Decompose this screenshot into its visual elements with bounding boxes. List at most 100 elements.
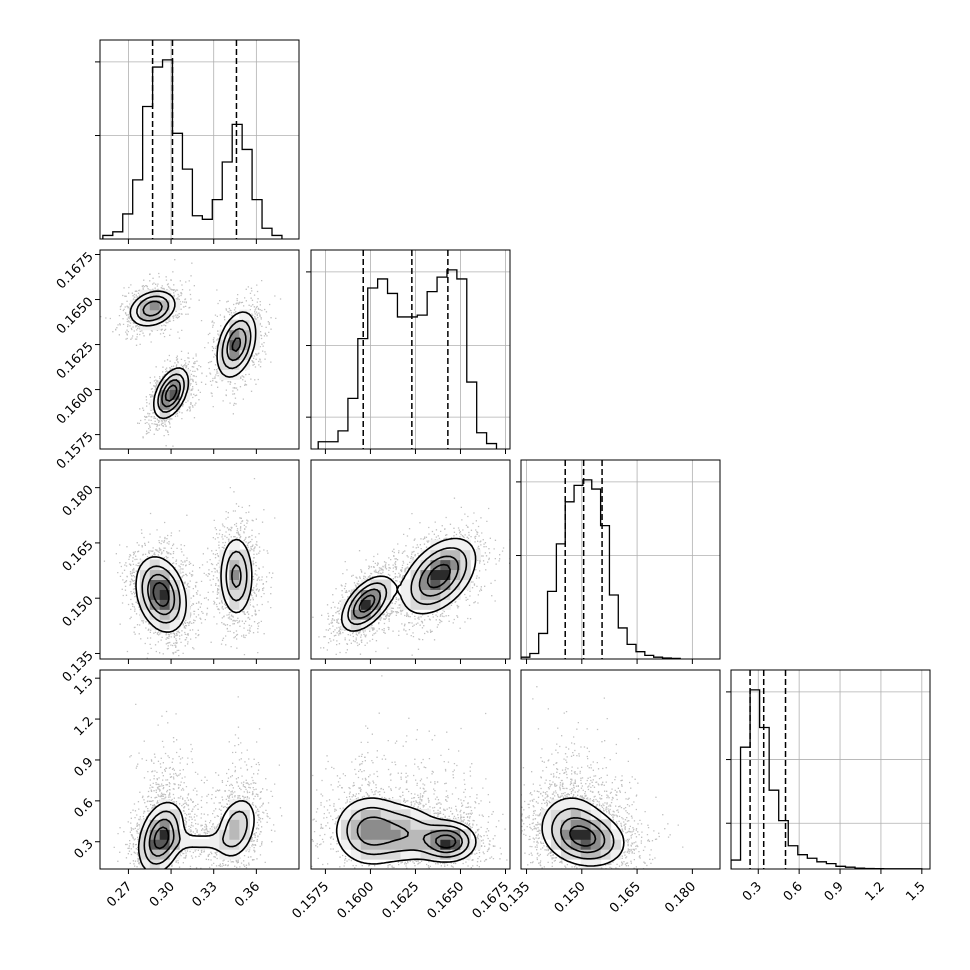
- density-cell: [460, 849, 471, 860]
- density-cell: [570, 839, 582, 850]
- density-cell: [229, 569, 240, 580]
- contour-line: [347, 547, 468, 626]
- density-cell: [370, 589, 382, 600]
- density-cell: [219, 579, 230, 590]
- density-cell: [139, 579, 151, 590]
- density-cell: [139, 859, 151, 869]
- density-cell: [360, 589, 372, 600]
- density-cell: [239, 799, 250, 810]
- density-cell: [340, 609, 352, 620]
- density-cell: [420, 849, 431, 860]
- scatter-points: [113, 696, 283, 869]
- density-cell: [580, 839, 592, 850]
- density-cell: [149, 619, 161, 630]
- density-cell: [229, 549, 240, 561]
- density-cell: [580, 829, 592, 840]
- contour-panel-1-3: [310, 669, 511, 870]
- density-cell: [430, 599, 441, 610]
- density-cell: [450, 589, 461, 600]
- density-cell: [460, 579, 471, 590]
- density-cell: [590, 809, 602, 820]
- density-cell: [450, 569, 461, 580]
- panel-content: [103, 477, 276, 659]
- contour-line: [136, 295, 252, 413]
- x-tick-label: 0.1575: [289, 879, 332, 922]
- density-cell: [580, 849, 592, 860]
- density-cell: [410, 829, 422, 840]
- density-cell: [169, 379, 181, 390]
- density-cell: [440, 819, 451, 830]
- y-tick-label: 0.3: [71, 837, 96, 862]
- density-cell: [380, 849, 392, 860]
- density-cell: [159, 389, 171, 400]
- panel-frame: [520, 669, 721, 870]
- contour-line: [569, 825, 597, 847]
- density-cell: [450, 549, 461, 561]
- density-cell: [159, 599, 171, 610]
- density-cell: [360, 839, 372, 850]
- contour-line: [152, 581, 170, 608]
- density-cell: [590, 859, 602, 869]
- density-cell: [229, 349, 240, 361]
- density-cell: [239, 309, 250, 321]
- density-cell: [350, 609, 362, 620]
- y-tick-label: 0.1625: [54, 340, 97, 383]
- density-cell: [400, 579, 412, 590]
- contour-panel-0-3: [99, 669, 300, 870]
- density-cell: [570, 819, 582, 830]
- density-cell: [159, 309, 171, 321]
- density-cell: [410, 809, 422, 820]
- density-cell: [390, 839, 402, 850]
- scatter-points: [100, 259, 282, 449]
- density-cell: [169, 579, 181, 590]
- density-cell: [420, 569, 431, 580]
- panel-content: [311, 675, 509, 869]
- density-cell: [149, 609, 161, 620]
- density-cell: [450, 829, 461, 840]
- density-cell: [600, 829, 612, 840]
- density-cell: [159, 589, 171, 600]
- density-cell: [209, 839, 220, 850]
- density-cell: [460, 549, 471, 561]
- density-cell: [169, 819, 181, 830]
- contour-line: [153, 826, 170, 850]
- density-cell: [560, 849, 572, 860]
- x-tick-label: 0.150: [552, 879, 589, 916]
- panel-frame: [99, 669, 300, 870]
- density-cell: [340, 809, 352, 820]
- contour-line: [142, 300, 247, 408]
- contour-panel-2-3: [520, 669, 721, 870]
- density-cell: [169, 829, 181, 840]
- density-cell: [159, 619, 171, 630]
- density-cell: [380, 579, 392, 590]
- density-cell: [400, 589, 412, 600]
- density-cell: [199, 839, 211, 850]
- density-cell: [560, 819, 572, 830]
- density-cell: [460, 559, 471, 571]
- density-cell: [149, 299, 161, 311]
- density-cell: [169, 599, 181, 610]
- density-cell: [219, 569, 230, 580]
- density-cell: [410, 599, 422, 610]
- density-cell: [420, 549, 431, 561]
- y-tick-label: 0.9: [71, 755, 96, 780]
- density-cell: [360, 609, 372, 620]
- density-cell: [400, 829, 412, 840]
- density-cell: [430, 849, 441, 860]
- density-cell: [229, 589, 240, 600]
- density-cell: [430, 579, 441, 590]
- density-cell: [239, 599, 250, 610]
- x-tick-label: 0.1650: [425, 879, 468, 922]
- density-cell: [440, 839, 451, 850]
- density-cell: [169, 809, 181, 820]
- density-cell: [370, 579, 382, 590]
- density-cell: [460, 569, 471, 580]
- density-cell: [360, 579, 372, 590]
- density-cell: [179, 829, 191, 840]
- hist-panel-0: [95, 39, 300, 240]
- density-cell: [440, 539, 451, 551]
- density-cell: [550, 799, 562, 810]
- density-cell: [440, 579, 451, 590]
- density-cell: [229, 839, 240, 850]
